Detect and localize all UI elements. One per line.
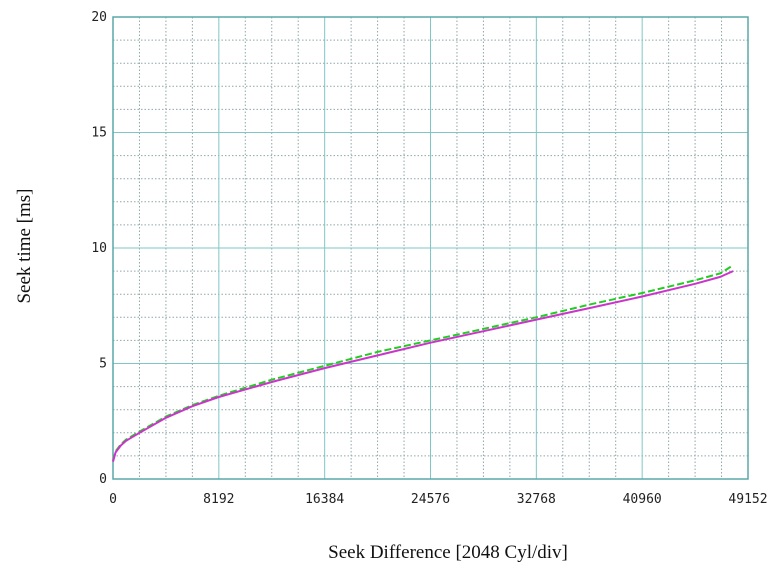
x-tick-label: 0 xyxy=(109,492,117,507)
y-tick-label: 0 xyxy=(99,472,107,487)
y-tick-label: 15 xyxy=(91,126,107,141)
series-line-2 xyxy=(112,270,734,462)
x-tick-label: 8192 xyxy=(203,492,234,507)
plot-frame xyxy=(112,16,749,480)
y-tick-label: 20 xyxy=(91,10,107,25)
y-tick-labels: 0 5 10 15 20 xyxy=(91,10,107,487)
x-tick-label: 32768 xyxy=(517,492,556,507)
x-tick-label: 49152 xyxy=(728,492,767,507)
y-axis-title: Seek time [ms] xyxy=(14,188,35,303)
y-tick-label: 10 xyxy=(91,241,107,256)
x-tick-label: 40960 xyxy=(623,492,662,507)
x-tick-labels: 0 8192 16384 24576 32768 40960 49152 xyxy=(109,492,767,507)
x-tick-label: 24576 xyxy=(411,492,450,507)
series-line-1 xyxy=(112,264,734,461)
y-tick-label: 5 xyxy=(99,357,107,372)
series-layer xyxy=(112,264,734,462)
x-axis-title: Seek Difference [2048 Cyl/div] xyxy=(328,542,568,563)
x-tick-label: 16384 xyxy=(305,492,344,507)
